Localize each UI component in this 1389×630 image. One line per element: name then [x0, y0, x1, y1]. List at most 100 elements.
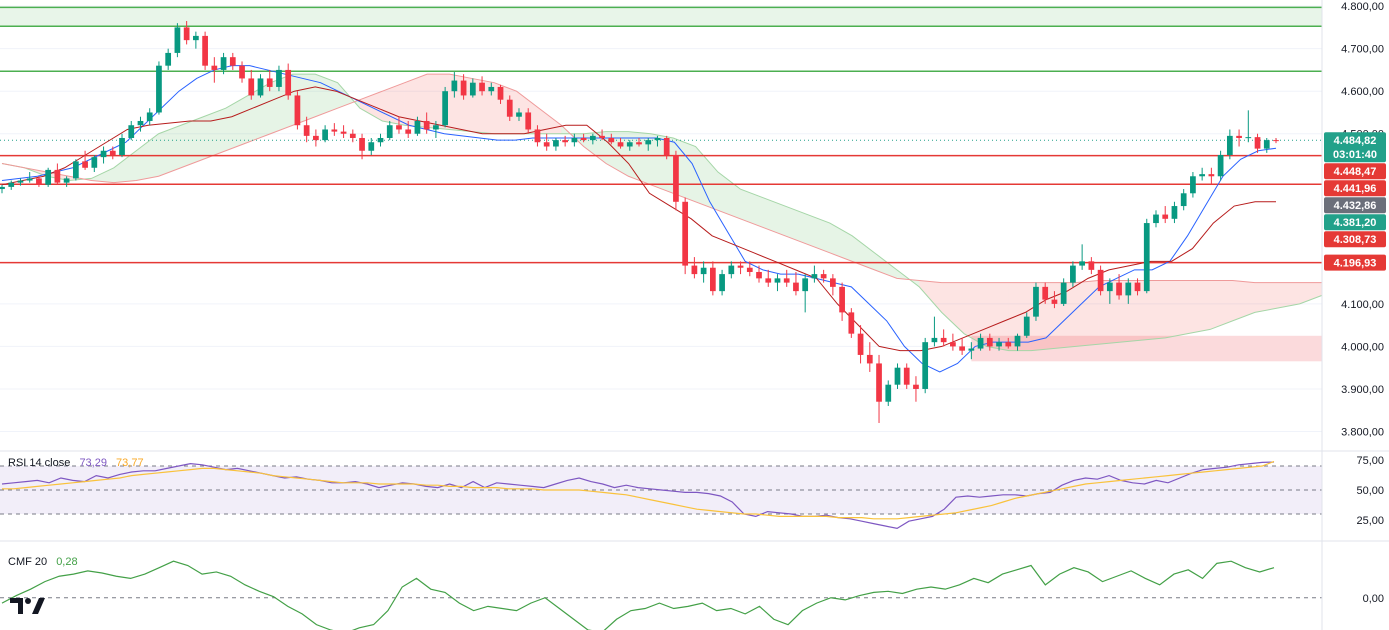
candle[interactable] [857, 325, 864, 364]
candle[interactable] [931, 316, 938, 347]
candle[interactable] [765, 269, 772, 287]
candle[interactable] [313, 129, 319, 147]
candle[interactable] [830, 274, 836, 296]
candle[interactable] [1106, 278, 1113, 304]
candle[interactable] [839, 282, 845, 321]
candle[interactable] [266, 69, 273, 92]
candle[interactable] [866, 342, 873, 372]
candle[interactable] [322, 125, 328, 143]
candle[interactable] [460, 74, 467, 100]
candle[interactable] [709, 261, 716, 296]
candle[interactable] [589, 133, 596, 145]
candle[interactable] [903, 363, 910, 389]
candle[interactable] [405, 120, 412, 138]
candle[interactable] [940, 329, 947, 347]
candle[interactable] [72, 159, 79, 181]
candle[interactable] [137, 116, 144, 132]
candle[interactable] [1079, 244, 1085, 270]
candle[interactable] [802, 274, 809, 313]
candle[interactable] [516, 108, 522, 121]
candle[interactable] [257, 74, 264, 98]
candle[interactable] [756, 265, 762, 283]
candle[interactable] [479, 76, 485, 96]
candle[interactable] [54, 163, 61, 185]
candle[interactable] [986, 333, 993, 351]
candle[interactable] [996, 337, 1002, 351]
candle[interactable] [543, 133, 550, 151]
candle[interactable] [1273, 137, 1279, 144]
candle[interactable] [1097, 265, 1104, 296]
candle[interactable] [1070, 261, 1076, 287]
candle[interactable] [673, 150, 679, 211]
candle[interactable] [82, 150, 88, 170]
candle[interactable] [1033, 282, 1039, 321]
candle[interactable] [1051, 291, 1058, 309]
candle[interactable] [534, 125, 541, 147]
candle[interactable] [229, 52, 236, 70]
candle[interactable] [36, 176, 42, 187]
candle[interactable] [1023, 312, 1030, 338]
candle[interactable] [433, 120, 439, 138]
candle[interactable] [820, 269, 827, 283]
candle[interactable] [1125, 278, 1132, 304]
candle[interactable] [968, 342, 975, 360]
candle[interactable] [876, 354, 882, 423]
candle[interactable] [202, 31, 208, 70]
candle[interactable] [377, 133, 384, 147]
candle[interactable] [119, 133, 125, 158]
candle[interactable] [913, 376, 919, 402]
candle[interactable] [340, 125, 347, 138]
candle[interactable] [146, 108, 153, 126]
candle[interactable] [1005, 337, 1012, 349]
candle[interactable] [220, 52, 227, 75]
candle[interactable] [922, 337, 929, 394]
candle[interactable] [1199, 167, 1206, 181]
candle[interactable] [774, 274, 781, 292]
candle[interactable] [1060, 278, 1067, 307]
candle[interactable] [1134, 278, 1141, 296]
candle[interactable] [737, 261, 744, 275]
candle[interactable] [506, 95, 513, 121]
candle[interactable] [469, 78, 476, 98]
candle[interactable] [174, 23, 181, 58]
candle[interactable] [193, 31, 199, 49]
candle[interactable] [959, 337, 965, 355]
candle[interactable] [1236, 129, 1242, 147]
candle[interactable] [100, 146, 107, 164]
candle[interactable] [1254, 133, 1261, 153]
candle[interactable] [1217, 150, 1224, 181]
candle[interactable] [386, 120, 393, 141]
candles[interactable] [0, 21, 1279, 423]
candle[interactable] [728, 261, 735, 279]
candle[interactable] [26, 172, 33, 183]
candle[interactable] [811, 265, 818, 283]
cmf-legend[interactable]: CMF 20 0,28 [8, 556, 78, 568]
candle[interactable] [1116, 274, 1122, 300]
candle[interactable] [599, 129, 605, 141]
candle[interactable] [423, 112, 430, 134]
candle[interactable] [1180, 189, 1187, 211]
candle[interactable] [91, 155, 98, 173]
candle[interactable] [580, 133, 587, 143]
candle[interactable] [63, 176, 70, 187]
candle[interactable] [1263, 137, 1270, 153]
candle[interactable] [1208, 167, 1215, 185]
candle[interactable] [571, 133, 578, 147]
candle[interactable] [294, 91, 301, 130]
candle[interactable] [885, 380, 892, 406]
candle[interactable] [691, 257, 698, 279]
candle[interactable] [1143, 218, 1150, 294]
candle[interactable] [1245, 110, 1252, 143]
candle[interactable] [562, 135, 569, 147]
candle[interactable] [414, 116, 421, 136]
candle[interactable] [525, 108, 532, 134]
candle[interactable] [303, 116, 310, 143]
candle[interactable] [497, 84, 504, 104]
candle[interactable] [451, 72, 458, 98]
candle[interactable] [608, 133, 615, 145]
candle[interactable] [700, 261, 707, 283]
rsi-pane[interactable]: 75,00 50,00 25,00 [0, 455, 1384, 530]
candle[interactable] [1153, 210, 1159, 228]
candle[interactable] [396, 116, 402, 134]
